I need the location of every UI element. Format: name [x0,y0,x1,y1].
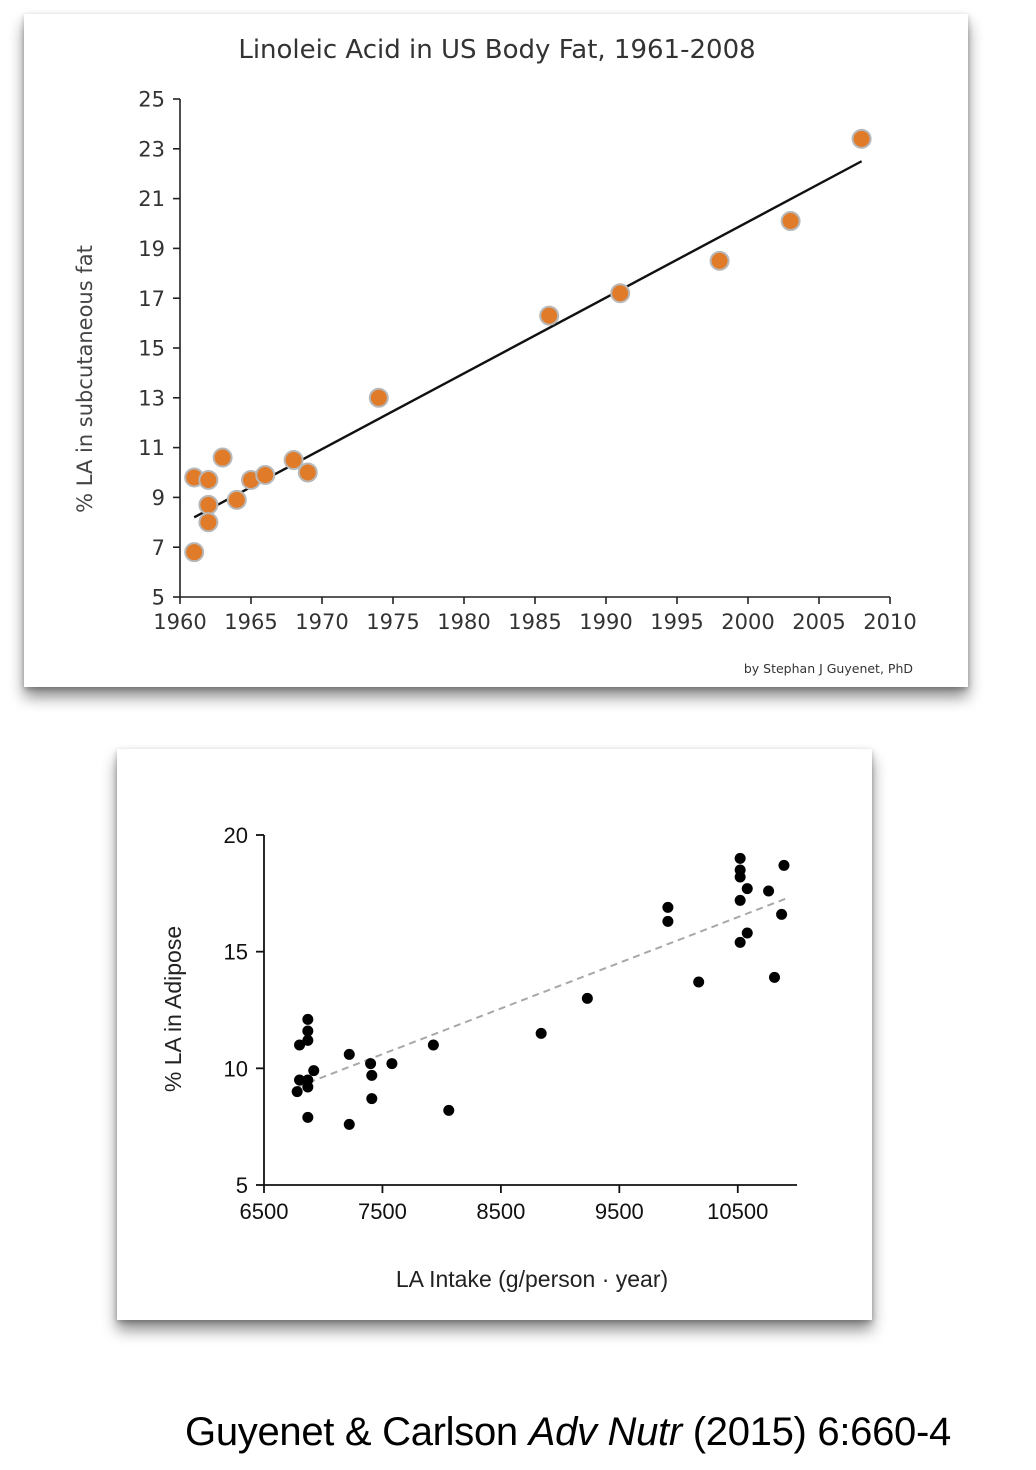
y-tick-label: 19 [138,237,165,261]
data-point [851,128,872,149]
data-point [198,469,219,490]
y-axis-label: % LA in Adipose [160,926,186,1092]
data-point [368,387,389,408]
y-tick-label: 15 [138,337,165,361]
data-point [778,859,790,871]
x-tick-label: 1975 [366,610,419,634]
data-point [734,894,746,906]
data-point [443,1104,455,1116]
data-point [734,936,746,948]
trendline [193,160,863,519]
data-point [610,283,631,304]
x-tick-label: 1985 [508,610,561,634]
y-tick-label: 5 [152,586,165,610]
x-tick-label: 6500 [240,1199,289,1224]
x-tick-label: 1965 [224,610,277,634]
y-tick-label: 5 [236,1173,248,1198]
data-point [198,512,219,533]
y-tick-label: 15 [224,940,248,965]
data-point [709,250,730,271]
data-point [366,1093,378,1105]
y-tick-label: 9 [152,486,165,510]
data-point [741,927,753,939]
x-tick-label: 1990 [579,610,632,634]
data-point [308,1065,320,1077]
chart-body-fat-linoleic-acid: Linoleic Acid in US Body Fat, 1961-2008 … [73,35,917,676]
data-point [255,464,276,485]
data-point [734,852,746,864]
trendline [296,897,788,1088]
x-tick-label: 2005 [792,610,845,634]
y-tick-label: 25 [138,88,165,112]
data-point [343,1048,355,1060]
x-tick-label: 9500 [595,1199,644,1224]
data-point [297,462,318,483]
x-tick-label: 1995 [650,610,703,634]
data-point [581,992,593,1004]
data-point [283,450,304,471]
data-point [776,908,788,920]
x-tick-label: 2000 [721,610,774,634]
y-tick-label: 11 [138,436,165,460]
data-point [198,494,219,515]
data-point [302,1081,314,1093]
data-point [741,883,753,895]
y-tick-label: 17 [138,287,165,311]
data-point [366,1069,378,1081]
y-tick-label: 10 [224,1056,248,1081]
x-tick-label: 1970 [295,610,348,634]
data-point [539,305,560,326]
data-point [226,489,247,510]
x-tick-label: 8500 [476,1199,525,1224]
citation: Guyenet & Carlson Adv Nutr (2015) 6:660-… [185,1410,951,1455]
data-point [763,885,775,897]
data-point [302,1013,314,1025]
data-point [302,1034,314,1046]
data-point [693,976,705,988]
x-tick-label: 10500 [707,1199,768,1224]
data-point [302,1111,314,1123]
chart-title: Linoleic Acid in US Body Fat, 1961-2008 [238,35,755,65]
chart-panel-adipose: % LA in Adipose LA Intake (g/person · ye… [117,749,872,1320]
chart-panel-body-fat: Linoleic Acid in US Body Fat, 1961-2008 … [24,14,968,687]
data-point [427,1039,439,1051]
data-point [294,1039,306,1051]
y-tick-label: 7 [152,536,165,560]
data-point [734,871,746,883]
data-point [662,915,674,927]
citation-details: (2015) 6:660-4 [692,1410,952,1454]
citation-journal: Adv Nutr [528,1410,683,1454]
x-axis-label: LA Intake (g/person · year) [396,1266,668,1292]
y-tick-label: 21 [138,187,165,211]
data-point [212,447,233,468]
x-tick-label: 1980 [437,610,490,634]
y-tick-label: 13 [138,386,165,410]
data-point [343,1118,355,1130]
data-point [535,1027,547,1039]
x-tick-label: 2010 [863,610,916,634]
chart-credit: by Stephan J Guyenet, PhD [744,661,913,676]
data-point [302,1025,314,1037]
data-point [386,1058,398,1070]
y-axis-label: % LA in subcutaneous fat [73,245,97,513]
y-tick-label: 23 [138,137,165,161]
data-point [768,971,780,983]
x-tick-label: 1960 [153,610,206,634]
data-point [365,1058,377,1070]
chart-la-intake-adipose: % LA in Adipose LA Intake (g/person · ye… [160,823,797,1292]
citation-authors: Guyenet & Carlson [185,1410,518,1454]
data-point [184,542,205,563]
x-tick-label: 7500 [358,1199,407,1224]
data-point [780,211,801,232]
data-point [291,1086,303,1098]
y-tick-label: 20 [224,823,248,848]
data-point [294,1074,306,1086]
data-point [662,901,674,913]
